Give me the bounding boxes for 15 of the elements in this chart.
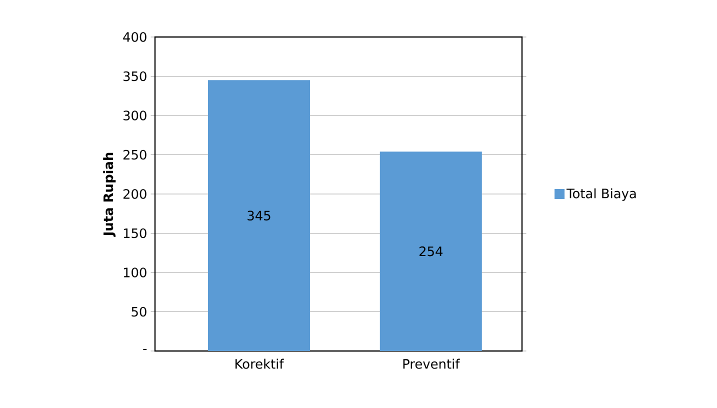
y-tick-label: 200: [123, 189, 146, 199]
y-tick-label: 350: [123, 71, 146, 82]
x-tick-label: Korektif: [236, 358, 284, 369]
y-tick-label: 50: [132, 306, 146, 317]
y-tick-label: 400: [123, 32, 146, 42]
y-tick-label: 150: [124, 228, 146, 238]
y-axis-title: Juta Rupiah: [103, 152, 116, 237]
y-tick-label: 250: [123, 150, 146, 160]
data-label: 254: [419, 246, 443, 256]
y-tick-label: -: [143, 348, 147, 350]
legend-label: Total Biaya: [566, 188, 636, 201]
data-label: 345: [248, 210, 270, 220]
y-tick-label: 100: [124, 268, 146, 278]
x-tick-label: Preventif: [403, 358, 460, 369]
y-tick-label: 300: [123, 110, 146, 120]
